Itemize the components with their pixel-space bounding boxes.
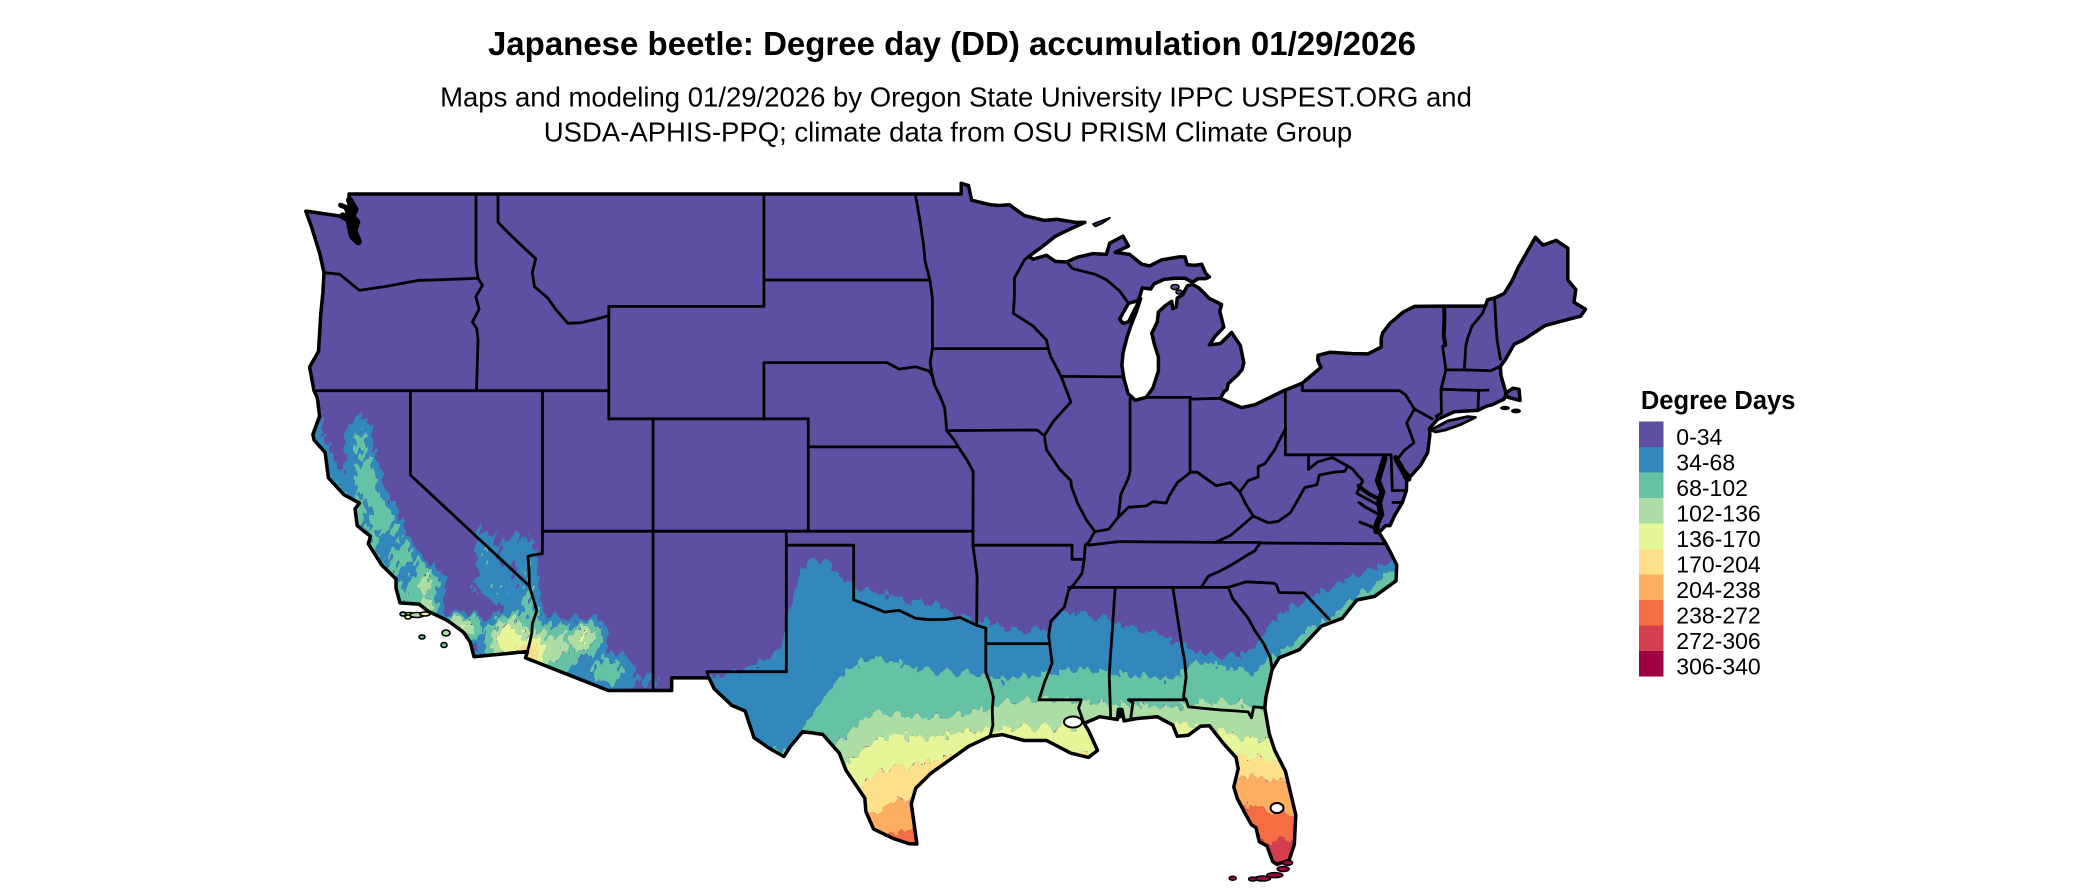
svg-text:102-136: 102-136 xyxy=(1676,500,1760,526)
svg-text:204-238: 204-238 xyxy=(1676,577,1760,603)
svg-text:272-306: 272-306 xyxy=(1676,628,1760,654)
svg-text:USDA-APHIS-PPQ; climate data f: USDA-APHIS-PPQ; climate data from OSU PR… xyxy=(544,117,1352,148)
svg-text:68-102: 68-102 xyxy=(1676,475,1748,501)
svg-text:34-68: 34-68 xyxy=(1676,449,1735,475)
svg-text:Degree Days: Degree Days xyxy=(1641,387,1796,415)
svg-text:0-34: 0-34 xyxy=(1676,424,1722,450)
svg-text:238-272: 238-272 xyxy=(1676,602,1760,628)
svg-text:306-340: 306-340 xyxy=(1676,653,1760,679)
svg-text:Maps and modeling 01/29/2026 b: Maps and modeling 01/29/2026 by Oregon S… xyxy=(440,82,1472,113)
svg-text:136-170: 136-170 xyxy=(1676,526,1760,552)
svg-text:Japanese beetle: Degree day (D: Japanese beetle: Degree day (DD) accumul… xyxy=(488,25,1416,62)
svg-text:170-204: 170-204 xyxy=(1676,551,1761,577)
